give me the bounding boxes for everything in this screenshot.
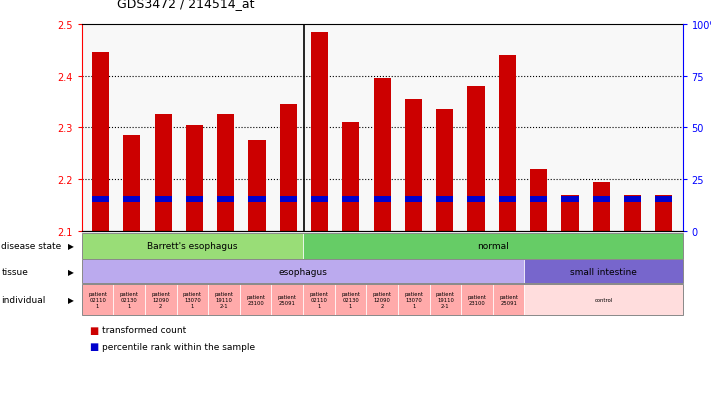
Text: esophagus: esophagus xyxy=(279,267,328,276)
Bar xyxy=(373,79,391,231)
Bar xyxy=(217,115,235,231)
Bar xyxy=(154,115,172,231)
Text: patient
25091: patient 25091 xyxy=(278,294,296,306)
Bar xyxy=(248,141,266,231)
Text: normal: normal xyxy=(477,242,508,251)
Bar xyxy=(279,197,297,203)
Text: control: control xyxy=(594,297,613,303)
Text: patient
02110
1: patient 02110 1 xyxy=(309,292,328,309)
Text: ▶: ▶ xyxy=(68,267,74,276)
Text: patient
02130
1: patient 02130 1 xyxy=(341,292,360,309)
Bar xyxy=(498,197,516,203)
Bar xyxy=(467,197,485,203)
Bar xyxy=(248,197,266,203)
Text: ▶: ▶ xyxy=(68,242,74,251)
Bar xyxy=(592,197,610,203)
Bar xyxy=(373,197,391,203)
Bar xyxy=(92,197,109,203)
Bar xyxy=(279,105,297,231)
Text: GDS3472 / 214514_at: GDS3472 / 214514_at xyxy=(117,0,255,10)
Bar xyxy=(154,197,172,203)
Text: patient
23100: patient 23100 xyxy=(468,294,486,306)
Text: percentile rank within the sample: percentile rank within the sample xyxy=(102,342,255,351)
Bar xyxy=(655,195,673,231)
Text: individual: individual xyxy=(1,296,46,304)
Bar xyxy=(405,100,422,231)
Bar xyxy=(123,197,141,203)
Text: Barrett's esophagus: Barrett's esophagus xyxy=(147,242,237,251)
Text: tissue: tissue xyxy=(1,267,28,276)
Bar xyxy=(436,197,454,203)
Bar xyxy=(530,197,547,203)
Text: patient
02110
1: patient 02110 1 xyxy=(88,292,107,309)
Text: ▶: ▶ xyxy=(68,296,74,304)
Text: ■: ■ xyxy=(89,342,98,351)
Bar xyxy=(342,123,360,231)
Bar xyxy=(561,197,579,203)
Bar xyxy=(217,197,235,203)
Text: patient
19110
2-1: patient 19110 2-1 xyxy=(215,292,233,309)
Bar xyxy=(655,197,673,203)
Bar xyxy=(530,169,547,231)
Text: patient
13070
1: patient 13070 1 xyxy=(183,292,202,309)
Bar xyxy=(624,195,641,231)
Bar xyxy=(405,197,422,203)
Text: small intestine: small intestine xyxy=(570,267,637,276)
Text: disease state: disease state xyxy=(1,242,62,251)
Bar xyxy=(467,87,485,231)
Bar xyxy=(311,197,328,203)
Bar xyxy=(123,136,141,231)
Text: patient
13070
1: patient 13070 1 xyxy=(405,292,423,309)
Bar xyxy=(186,126,203,231)
Text: patient
25091: patient 25091 xyxy=(499,294,518,306)
Bar xyxy=(342,197,360,203)
Text: transformed count: transformed count xyxy=(102,325,186,335)
Bar xyxy=(592,182,610,231)
Bar xyxy=(561,195,579,231)
Bar xyxy=(498,56,516,231)
Text: patient
12090
2: patient 12090 2 xyxy=(373,292,392,309)
Bar xyxy=(186,197,203,203)
Text: patient
23100: patient 23100 xyxy=(246,294,265,306)
Bar xyxy=(92,53,109,231)
Text: patient
12090
2: patient 12090 2 xyxy=(151,292,171,309)
Bar xyxy=(436,110,454,231)
Bar xyxy=(311,33,328,231)
Bar xyxy=(624,197,641,203)
Text: patient
19110
2-1: patient 19110 2-1 xyxy=(436,292,455,309)
Text: patient
02130
1: patient 02130 1 xyxy=(119,292,139,309)
Text: ■: ■ xyxy=(89,325,98,335)
